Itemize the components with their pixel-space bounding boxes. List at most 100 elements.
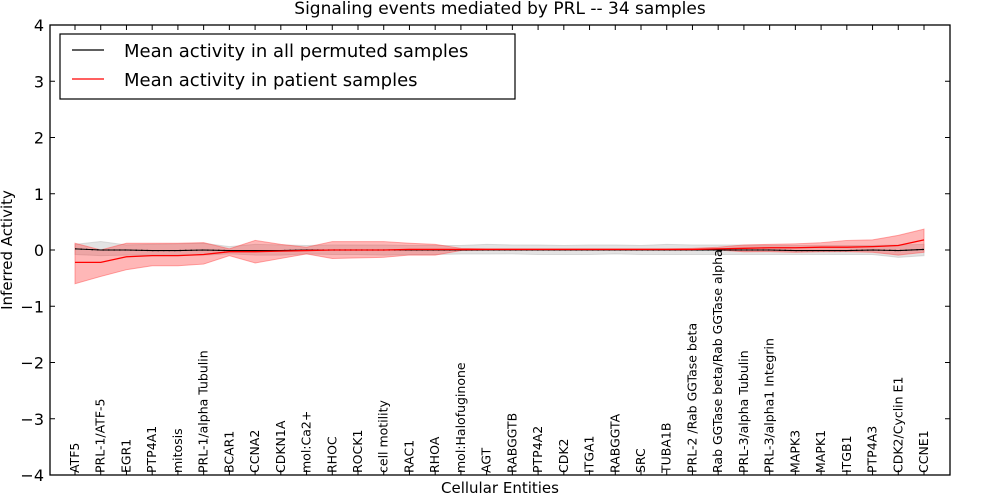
x-tick-label: AGT	[479, 447, 494, 473]
y-tick-label: 4	[34, 16, 44, 35]
x-tick-label: CDKN1A	[273, 420, 288, 473]
patient-point	[589, 249, 590, 250]
permuted-point	[152, 250, 153, 251]
x-tick-label: Rab GGTase beta/Rab GGTase alpha	[710, 249, 725, 473]
permuted-point	[203, 250, 204, 251]
permuted-point	[75, 248, 76, 249]
y-tick-label: −4	[20, 466, 44, 485]
y-axis-label: Inferred Activity	[0, 190, 16, 310]
patient-point	[924, 239, 925, 240]
x-tick-label: BCAR1	[221, 431, 236, 473]
x-tick-label: mitosis	[170, 428, 185, 473]
patient-point	[872, 246, 873, 247]
permuted-point	[100, 250, 101, 251]
y-tick-label: −1	[20, 297, 44, 316]
patient-point	[615, 249, 616, 250]
x-tick-label: SRC	[633, 448, 648, 473]
patient-point	[332, 250, 333, 251]
x-tick-label: RHOC	[324, 436, 339, 473]
patient-point	[126, 256, 127, 257]
x-axis-label: Cellular Entities	[441, 479, 559, 497]
x-tick-label: mol:Ca2+	[299, 411, 314, 473]
permuted-point	[872, 250, 873, 251]
patient-point	[280, 251, 281, 252]
patient-point	[152, 255, 153, 256]
x-tick-label: PTP4A3	[865, 426, 880, 473]
patient-point	[563, 249, 564, 250]
permuted-point	[255, 250, 256, 251]
x-tick-label: RHOA	[427, 436, 442, 473]
legend-label-patient: Mean activity in patient samples	[124, 70, 418, 91]
x-tick-label: RABGGTB	[504, 413, 519, 473]
patient-point	[846, 247, 847, 248]
x-tick-label: PRL-2 /Rab GGTase beta	[684, 323, 699, 473]
x-tick-label: ITGA1	[582, 435, 597, 473]
patient-point	[538, 249, 539, 250]
x-tick-label: PTP4A2	[530, 426, 545, 473]
y-tick-label: 3	[34, 72, 44, 91]
x-tick-label: mol:Halofuginone	[453, 362, 468, 473]
patient-point	[743, 248, 744, 249]
permuted-point	[769, 250, 770, 251]
patient-point	[512, 249, 513, 250]
y-axis: −4 −3 −2 −1 0 1 2 3 4	[20, 16, 950, 485]
permuted-point	[821, 250, 822, 251]
x-tick-label: RAC1	[401, 440, 416, 473]
permuted-point	[177, 250, 178, 251]
x-tick-label: EGR1	[118, 439, 133, 473]
patient-point	[203, 254, 204, 255]
y-tick-label: 2	[34, 129, 44, 148]
x-tick-label: MAPK1	[813, 430, 828, 473]
patient-point	[821, 247, 822, 248]
x-tick-label: cell motility	[376, 399, 391, 473]
x-tick-label: TUBA1B	[659, 423, 674, 474]
patient-point	[692, 249, 693, 250]
patient-point	[306, 250, 307, 251]
patient-mean-line	[75, 239, 925, 264]
x-tick-label: PRL-3/alpha Tubulin	[736, 350, 751, 473]
x-tick-label: PRL-3/alpha1 Integrin	[762, 338, 777, 473]
permuted-point	[898, 250, 899, 251]
permuted-point	[743, 250, 744, 251]
legend-label-permuted: Mean activity in all permuted samples	[124, 41, 468, 62]
permuted-point	[126, 250, 127, 251]
patient-point	[666, 249, 667, 250]
patient-point	[460, 249, 461, 250]
legend-box	[59, 33, 516, 100]
patient-point	[769, 247, 770, 248]
patient-point	[177, 255, 178, 256]
patient-confidence-band	[74, 228, 925, 285]
patient-point	[898, 245, 899, 246]
patient-point	[383, 250, 384, 251]
patient-point	[435, 249, 436, 250]
x-tick-label: PTP4A1	[144, 426, 159, 473]
y-tick-label: 0	[34, 241, 44, 260]
patient-point	[229, 251, 230, 252]
legend: Mean activity in all permuted samples Me…	[59, 33, 516, 100]
patient-point	[486, 249, 487, 250]
chart-title: Signaling events mediated by PRL -- 34 s…	[294, 0, 706, 19]
x-tick-label: ATF5	[67, 443, 82, 473]
patient-point	[718, 248, 719, 249]
x-tick-label: RABGGTA	[607, 413, 622, 473]
permuted-point	[229, 250, 230, 251]
x-tick-label: PRL-1/alpha Tubulin	[196, 350, 211, 473]
patient-point	[641, 249, 642, 250]
x-tick-label: ROCK1	[350, 430, 365, 473]
x-tick-label: MAPK3	[787, 430, 802, 473]
x-tick-label: ITGB1	[839, 435, 854, 473]
patient-point	[100, 262, 101, 263]
x-tick-label: CCNA2	[247, 430, 262, 473]
patient-point	[409, 249, 410, 250]
y-tick-label: 1	[34, 185, 44, 204]
x-tick-label: PRL-1/ATF-5	[93, 398, 108, 473]
x-tick-label: CCNE1	[916, 430, 931, 473]
x-tick-label: CDK2	[556, 438, 571, 473]
patient-point	[358, 250, 359, 251]
patient-point	[75, 262, 76, 263]
y-tick-label: −2	[20, 354, 44, 373]
patient-point	[255, 251, 256, 252]
x-axis: ATF5 PRL-1/ATF-5 EGR1 PTP4A1 mitosis PRL-1/al…	[67, 25, 931, 475]
y-tick-label: −3	[20, 410, 44, 429]
